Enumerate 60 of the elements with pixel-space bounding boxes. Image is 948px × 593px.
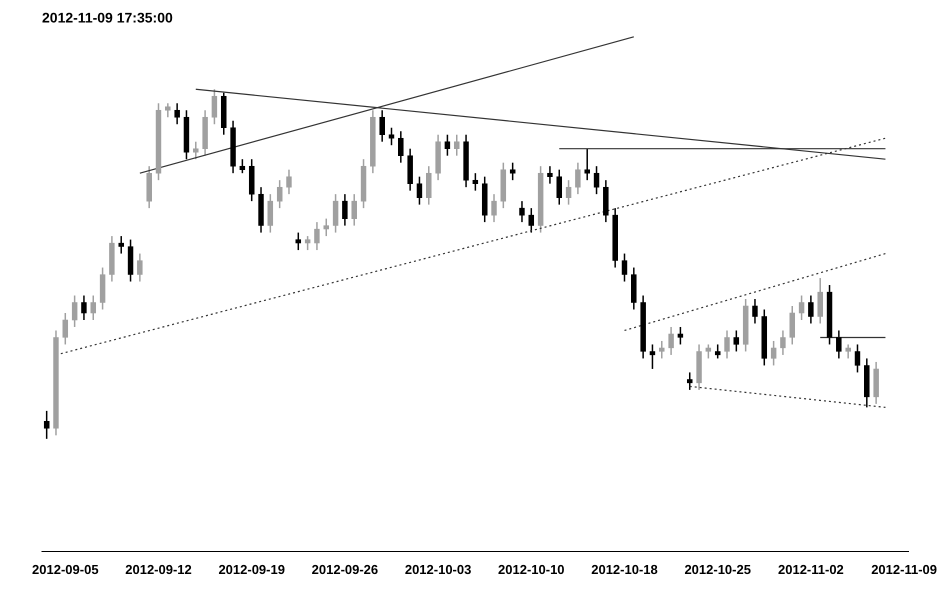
x-tick-label: 2012-10-25 — [684, 562, 751, 577]
candlestick — [566, 179, 572, 206]
candlestick — [854, 344, 860, 374]
candlestick — [798, 294, 804, 321]
candlestick — [81, 294, 87, 321]
x-tick-label: 2012-10-10 — [498, 562, 565, 577]
candlestick — [845, 344, 851, 360]
x-tick-label: 2012-09-26 — [312, 562, 378, 577]
x-tick-label: 2012-09-12 — [125, 562, 192, 577]
candlestick — [72, 294, 78, 328]
candlestick — [658, 340, 665, 360]
candlestick — [398, 130, 404, 164]
candlestick — [528, 207, 534, 234]
candlestick — [556, 168, 562, 206]
candlestick — [678, 326, 684, 346]
candlestick — [491, 193, 497, 223]
candlestick — [724, 330, 730, 360]
candlestick — [351, 193, 358, 226]
x-tick-label: 2012-11-02 — [778, 562, 844, 577]
candlestick — [808, 294, 814, 324]
candlestick — [650, 344, 656, 370]
candlestick — [137, 252, 143, 282]
candlestick — [314, 221, 320, 251]
candlestick — [770, 340, 776, 366]
candlestick — [44, 410, 50, 440]
candlestick — [286, 168, 292, 195]
candlestick — [547, 165, 553, 184]
candlestick — [90, 294, 96, 321]
x-tick-label: 2012-09-05 — [32, 562, 99, 577]
candlestick — [575, 162, 581, 195]
candlestick — [734, 330, 740, 352]
candlestick — [594, 165, 600, 195]
candlestick — [212, 88, 218, 125]
x-tick-label: 2012-09-19 — [218, 562, 285, 577]
candlestick — [789, 305, 796, 346]
candlestick — [752, 298, 758, 324]
candlestick — [388, 126, 394, 146]
candlestick — [454, 134, 460, 156]
candlestick — [62, 312, 68, 346]
candlestick — [342, 193, 348, 226]
candlestick — [519, 200, 525, 223]
candlestick — [268, 193, 274, 234]
chart-title: 2012-11-09 17:35:00 — [42, 9, 173, 26]
x-tick-label: 2012-10-18 — [591, 562, 658, 577]
candlestick — [174, 102, 180, 125]
candlestick — [379, 110, 386, 142]
x-tick-label: 2012-10-03 — [404, 562, 472, 577]
candlestick — [668, 326, 674, 356]
candlestick — [276, 179, 282, 209]
candlestick — [817, 277, 824, 324]
x-tick-label: 2012-11-09 — [871, 562, 937, 577]
candlestick — [426, 165, 432, 206]
candlestick — [332, 193, 338, 234]
candlestick — [780, 330, 786, 356]
candlestick — [714, 344, 721, 360]
candlestick — [706, 344, 712, 360]
candlestick — [622, 252, 628, 282]
candlestick — [444, 134, 450, 156]
candlestick — [416, 176, 422, 206]
candlestick — [836, 330, 842, 360]
